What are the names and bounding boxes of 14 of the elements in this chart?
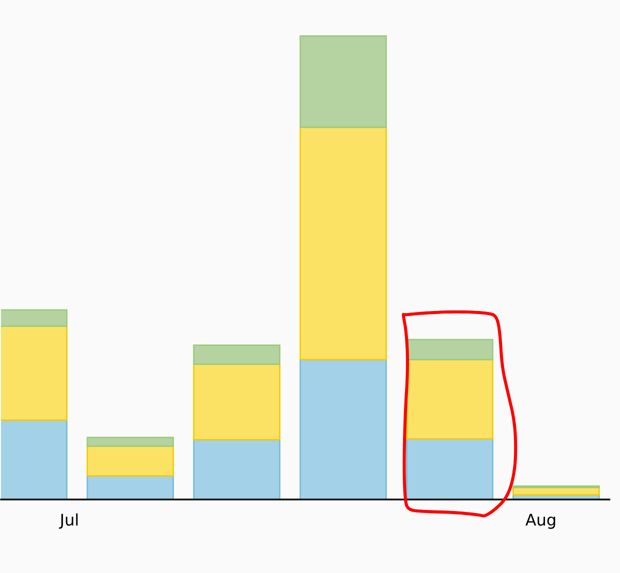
bar xyxy=(406,338,494,360)
bar xyxy=(193,363,280,440)
bar xyxy=(86,436,174,447)
x-tick-label: Aug xyxy=(525,514,556,529)
bar xyxy=(300,35,387,128)
x-tick-label: Jul xyxy=(58,513,78,529)
bar xyxy=(300,126,387,360)
bar xyxy=(193,344,280,365)
bar xyxy=(86,446,174,477)
bar xyxy=(406,438,494,500)
bar xyxy=(406,358,494,440)
bar xyxy=(300,358,387,500)
bar xyxy=(86,475,174,500)
bar xyxy=(193,439,280,500)
